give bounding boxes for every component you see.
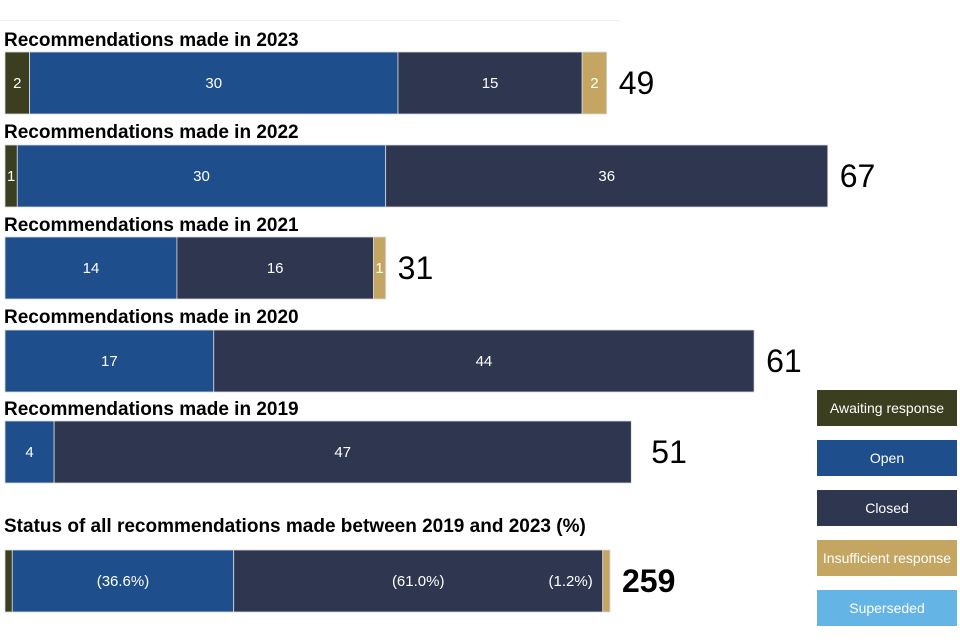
bar-total-0: 49 bbox=[619, 65, 655, 101]
bar-total-4: 51 bbox=[651, 434, 687, 470]
segment-label-awaiting-response-1: 1 bbox=[7, 168, 15, 185]
segment-open-2 bbox=[4, 236, 178, 300]
segment-label-insufficient-response-5: (1.2%) bbox=[549, 573, 593, 590]
segment-label-insufficient-response-2: 1 bbox=[375, 260, 383, 277]
segment-label-open-3: 17 bbox=[101, 353, 118, 370]
bar-total-1: 67 bbox=[840, 158, 876, 194]
segment-insufficient-response-0 bbox=[581, 51, 608, 115]
segment-label-open-0: 30 bbox=[205, 75, 222, 92]
legend-open: Open bbox=[817, 440, 957, 476]
segment-open-4 bbox=[4, 420, 55, 484]
segment-open-1 bbox=[16, 144, 387, 208]
segment-closed-4 bbox=[53, 420, 632, 484]
segment-label-closed-3: 44 bbox=[476, 353, 493, 370]
segment-label-open-2: 14 bbox=[83, 260, 100, 277]
bar-title-4: Recommendations made in 2019 bbox=[4, 399, 299, 420]
segment-label-open-4: 4 bbox=[25, 444, 33, 461]
bar-title-1: Recommendations made in 2022 bbox=[4, 122, 299, 143]
segment-label-open-5: (36.6%) bbox=[97, 573, 150, 590]
top-divider bbox=[0, 20, 620, 21]
legend-awaiting-response: Awaiting response bbox=[817, 390, 957, 426]
bar-title-2: Recommendations made in 2021 bbox=[4, 215, 299, 236]
segment-awaiting-response-0 bbox=[4, 51, 30, 115]
legend-superseded: Superseded bbox=[817, 590, 957, 626]
segment-label-closed-0: 15 bbox=[482, 75, 499, 92]
bar-title-3: Recommendations made in 2020 bbox=[4, 307, 299, 328]
legend: Awaiting response Open Closed Insufficient … bbox=[817, 390, 957, 640]
segment-label-open-1: 30 bbox=[193, 168, 210, 185]
segment-open-0 bbox=[29, 51, 399, 115]
segment-closed-3 bbox=[213, 329, 755, 393]
segment-open-5 bbox=[11, 549, 235, 613]
segment-label-closed-4: 47 bbox=[334, 444, 351, 461]
bar-total-2: 31 bbox=[398, 250, 434, 286]
bar-total-3: 61 bbox=[766, 343, 802, 379]
legend-insufficient-response: Insufficient response bbox=[817, 540, 957, 576]
segment-label-closed-1: 36 bbox=[598, 168, 615, 185]
segment-label-awaiting-response-0: 2 bbox=[13, 75, 21, 92]
segment-closed-1 bbox=[385, 144, 829, 208]
segment-label-closed-5: (61.0%) bbox=[392, 573, 445, 590]
segment-insufficient-response-2 bbox=[372, 236, 387, 300]
bar-title-5: Status of all recommendations made betwe… bbox=[4, 516, 586, 537]
bar-total-5: 259 bbox=[622, 563, 675, 599]
legend-closed: Closed bbox=[817, 490, 957, 526]
segment-label-insufficient-response-0: 2 bbox=[590, 75, 598, 92]
segment-closed-5 bbox=[233, 549, 604, 613]
segment-insufficient-response-5 bbox=[602, 549, 611, 613]
bar-title-0: Recommendations made in 2023 bbox=[4, 30, 299, 51]
segment-label-closed-2: 16 bbox=[267, 260, 284, 277]
segment-open-3 bbox=[4, 329, 215, 393]
segment-awaiting-response-5 bbox=[4, 549, 13, 613]
segment-closed-2 bbox=[176, 236, 374, 300]
